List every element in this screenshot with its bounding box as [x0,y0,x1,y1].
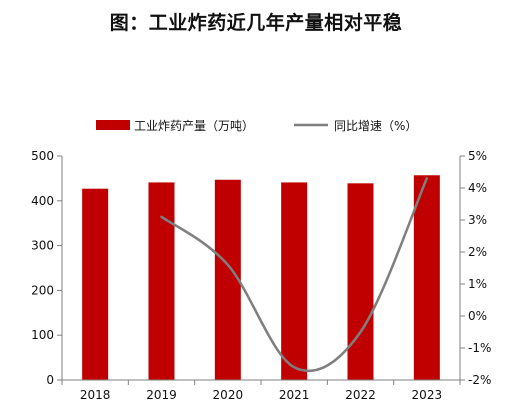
y-axis-right: -2% -1% 0% 1% 2% 3% 4% 5% [459,149,491,387]
bar-2023 [413,175,440,380]
x-axis: 2018 2019 2020 2021 2022 2023 [61,379,461,402]
growth-rate-line [160,177,429,373]
legend-bar-swatch [96,120,130,130]
y-right-tick-label: 5% [468,149,487,163]
x-tick-label: 2018 [80,388,111,402]
chart-title: 图：工业炸药近几年产量相对平稳 [109,12,403,34]
y-axis-left: 0 100 200 300 400 500 [31,149,63,387]
y-left-tick-label: 500 [31,149,54,163]
x-tick-label: 2023 [412,388,443,402]
y-left-tick-label: 400 [31,194,54,208]
bar-2019 [148,182,175,380]
bar-series [82,175,440,380]
bar-2020 [214,179,241,380]
bar-2022 [347,183,374,380]
bar-2018 [82,188,109,380]
bar-2021 [281,182,308,380]
y-right-tick-label: 0% [468,309,487,323]
y-left-tick-label: 200 [31,283,54,297]
y-right-tick-label: 3% [468,213,487,227]
x-tick-label: 2020 [213,388,244,402]
y-right-tick-label: -1% [468,341,491,355]
legend: 工业炸药产量（万吨） 同比增速（%） [96,119,417,133]
y-right-tick-label: 4% [468,181,487,195]
x-tick-label: 2021 [279,388,310,402]
y-right-tick-label: 1% [468,277,487,291]
y-right-tick-label: 2% [468,245,487,259]
legend-line-label: 同比增速（%） [334,119,417,133]
y-right-tick-label: -2% [468,373,491,387]
legend-bar-label: 工业炸药产量（万吨） [134,119,254,133]
y-left-tick-label: 100 [31,328,54,342]
line-series [160,177,429,373]
x-tick-label: 2022 [345,388,376,402]
y-left-tick-label: 300 [31,239,54,253]
y-left-tick-label: 0 [46,373,54,387]
x-tick-label: 2019 [146,388,177,402]
